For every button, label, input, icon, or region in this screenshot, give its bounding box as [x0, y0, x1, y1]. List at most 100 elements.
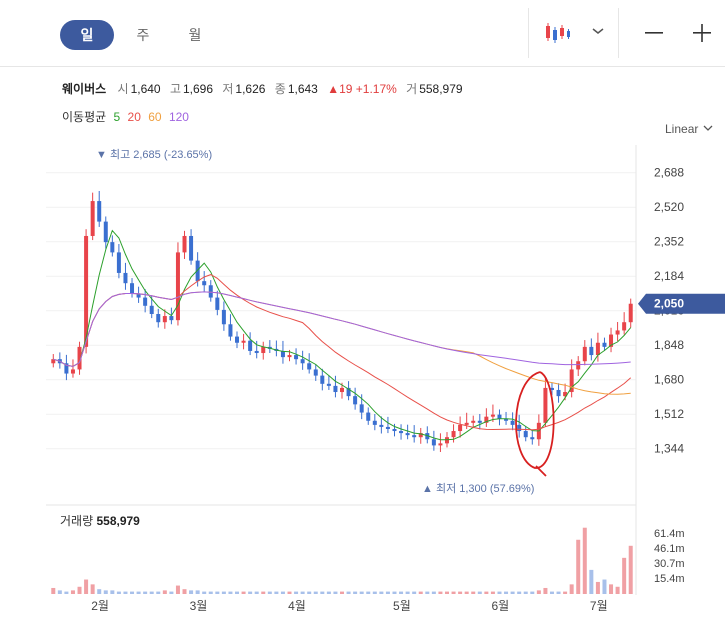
- candle-body: [569, 369, 574, 393]
- volume-bar: [149, 591, 154, 594]
- ma-20[interactable]: 20: [127, 110, 141, 124]
- volume-bar: [162, 590, 167, 594]
- candle-body: [143, 297, 148, 306]
- volume-bar: [267, 591, 272, 594]
- volume-bar: [464, 591, 469, 594]
- candle-body: [517, 424, 522, 432]
- scale-label: Linear: [665, 122, 699, 136]
- y-tick-label: 1,344: [654, 442, 684, 456]
- volume-title-label: 거래량: [60, 514, 94, 528]
- volume-bar: [313, 591, 318, 594]
- low-label: 저: [222, 82, 234, 96]
- candle-body: [110, 242, 115, 253]
- volume-bar: [549, 591, 554, 594]
- open-label: 시: [117, 82, 129, 96]
- candle-body: [543, 387, 548, 423]
- candle-body: [490, 414, 495, 417]
- volume-bar: [77, 586, 82, 594]
- y-tick-label: 1,512: [654, 407, 684, 421]
- candle-body: [563, 392, 568, 397]
- price-change: ▲19 +1.17%: [327, 82, 397, 96]
- y-tick-label: 1,848: [654, 338, 684, 352]
- period-monthly-tab[interactable]: 월: [188, 27, 202, 43]
- candle-body: [116, 252, 121, 273]
- ma-120-line: [53, 291, 631, 367]
- period-daily-tab[interactable]: 일: [60, 20, 114, 50]
- volume-bar: [235, 591, 240, 594]
- volume-bar: [543, 587, 548, 594]
- candle-body: [156, 314, 161, 323]
- candle-body: [477, 420, 482, 423]
- candle-body: [530, 437, 535, 440]
- plus-icon[interactable]: [690, 18, 720, 48]
- candle-body: [484, 416, 489, 423]
- candle-body: [622, 322, 627, 331]
- volume-bar: [294, 591, 299, 594]
- candle-body: [103, 221, 108, 243]
- candle-body: [64, 363, 69, 374]
- volume-bar: [589, 569, 594, 594]
- y-tick-label: 2,352: [654, 235, 684, 249]
- candle-body: [136, 293, 141, 298]
- x-tick-label: 5월: [393, 599, 411, 613]
- high-value: 1,696: [182, 82, 214, 96]
- candle-body: [149, 305, 154, 314]
- volume-bar: [510, 591, 515, 594]
- candle-body: [497, 414, 502, 419]
- candle-body: [602, 342, 607, 347]
- candle-body: [549, 387, 554, 390]
- volume-bar: [195, 590, 200, 594]
- low-value: 1,626: [235, 82, 266, 96]
- chevron-down-icon[interactable]: [590, 18, 620, 48]
- candle-body: [353, 396, 358, 405]
- candle-body: [228, 324, 233, 337]
- volume-bar: [385, 591, 390, 594]
- candle-body: [261, 346, 266, 354]
- volume-bar: [451, 591, 456, 594]
- volume-bar: [379, 591, 384, 594]
- volume-bar: [248, 591, 253, 594]
- scale-selector[interactable]: Linear: [665, 122, 714, 136]
- volume-value: 558,979: [419, 82, 463, 96]
- stock-name: 웨이버스: [62, 82, 107, 96]
- ma-120[interactable]: 120: [168, 110, 189, 124]
- y-tick-label: 2,520: [654, 200, 684, 214]
- x-tick-label: 3월: [190, 599, 208, 613]
- volume-bar: [254, 591, 259, 594]
- candle-body: [287, 355, 292, 358]
- x-tick-label: 6월: [491, 599, 509, 613]
- candle-body: [556, 389, 561, 397]
- minus-icon[interactable]: [642, 18, 672, 48]
- candle-body: [123, 272, 128, 284]
- volume-bar: [444, 591, 449, 594]
- candle-body: [595, 342, 600, 356]
- volume-bar: [340, 591, 344, 594]
- volume-bar: [517, 591, 522, 594]
- candle-body: [418, 433, 423, 438]
- volume-bar: [280, 591, 285, 594]
- volume-bar: [116, 591, 121, 594]
- candle-body: [372, 420, 377, 425]
- candlestick-icon[interactable]: [542, 18, 572, 48]
- candle-body: [84, 235, 89, 347]
- period-weekly-tab[interactable]: 주: [136, 27, 150, 43]
- candle-body: [471, 420, 476, 423]
- candle-body: [582, 346, 587, 362]
- volume-bar: [143, 591, 148, 594]
- close-label: 종: [274, 82, 286, 96]
- volume-bar: [136, 591, 141, 594]
- volume-bar: [523, 591, 528, 594]
- candle-body: [366, 412, 371, 421]
- volume-bar: [622, 557, 627, 594]
- volume-bar: [208, 591, 213, 594]
- ma-60[interactable]: 60: [148, 110, 162, 124]
- volume-bar: [346, 591, 351, 594]
- current-price-tag: [638, 293, 725, 314]
- ma-5[interactable]: 5: [113, 110, 121, 124]
- candle-body: [628, 303, 633, 323]
- candle-body: [195, 260, 200, 282]
- candle-body: [208, 285, 213, 298]
- candle-body: [399, 431, 404, 434]
- x-tick-label: 4월: [288, 599, 306, 613]
